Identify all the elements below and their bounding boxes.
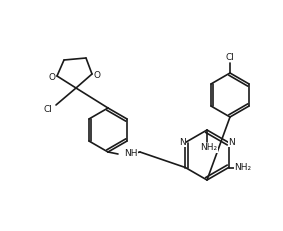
Text: NH: NH <box>124 149 138 158</box>
Text: N: N <box>179 138 186 147</box>
Text: NH₂: NH₂ <box>200 143 218 152</box>
Text: O: O <box>93 70 100 79</box>
Text: Cl: Cl <box>44 106 52 115</box>
Text: N: N <box>228 138 235 147</box>
Text: O: O <box>48 73 55 82</box>
Text: Cl: Cl <box>226 52 234 61</box>
Text: NH₂: NH₂ <box>234 163 251 172</box>
